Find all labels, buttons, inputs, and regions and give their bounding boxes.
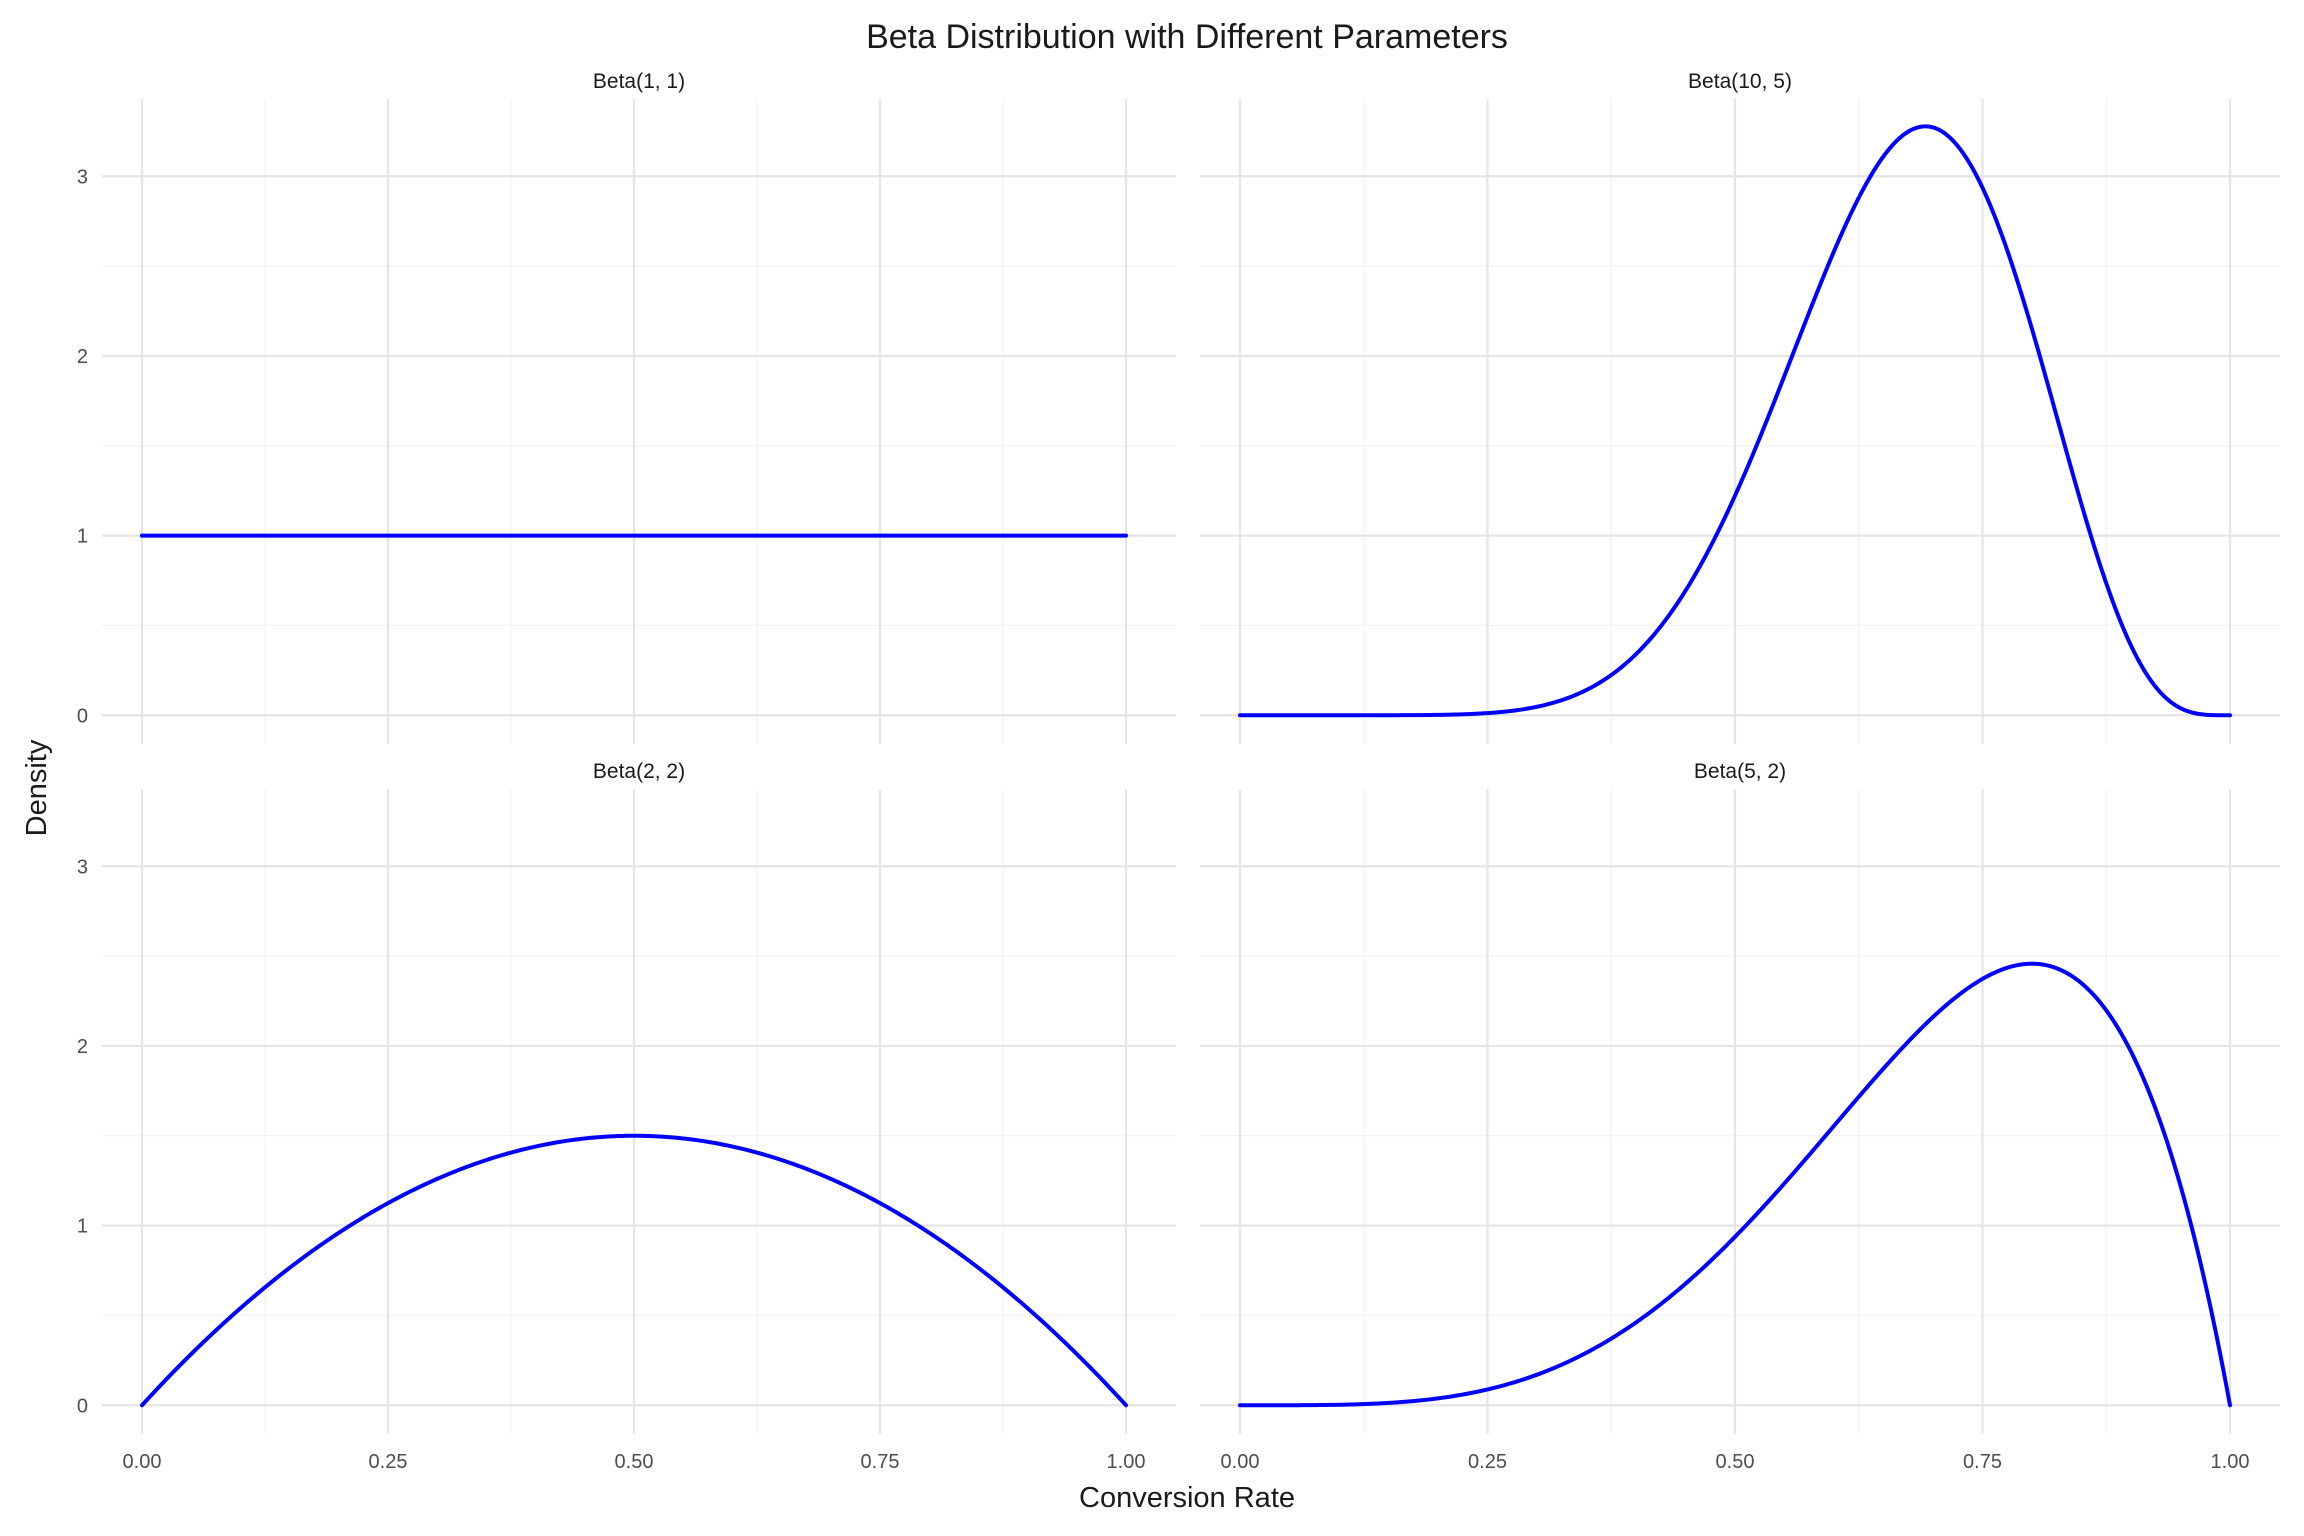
x-tick-label: 0.75 [861,1451,900,1473]
facet-panel: Beta(10, 5) [1200,70,2280,744]
y-tick-label: 2 [77,346,88,368]
facet-panels: Beta(1, 1) 0 1 2 3 Beta(10, 5) Beta(2, 2) 0 1 2 3 0… [77,70,2280,1473]
facet-label: Beta(10, 5) [1688,70,1792,93]
density-curve [1238,961,2232,1408]
x-tick-label: 0.00 [123,1451,162,1473]
facet-label: Beta(1, 1) [593,70,685,93]
y-tick-label: 1 [77,526,88,548]
x-tick-label: 0.25 [369,1451,408,1473]
x-tick-label: 0.50 [615,1451,654,1473]
facet-panel: Beta(5, 2) 0.00 0.25 0.50 0.75 1.00 [1200,760,2280,1473]
facet-label: Beta(5, 2) [1694,760,1786,783]
facet-label: Beta(2, 2) [593,760,685,783]
density-curve [140,1133,1128,1408]
y-tick-label: 1 [77,1216,88,1238]
y-axis-title: Density [21,739,53,836]
y-tick-label: 3 [77,166,88,188]
facet-panel: Beta(1, 1) 0 1 2 3 [77,70,1176,744]
x-tick-label: 0.50 [1716,1451,1755,1473]
x-tick-label: 0.75 [1963,1451,2002,1473]
x-tick-label: 1.00 [2211,1451,2250,1473]
x-tick-label: 0.25 [1468,1451,1507,1473]
y-tick-label: 0 [77,1395,88,1417]
facet-panel: Beta(2, 2) 0 1 2 3 0.00 0.25 0.50 0.75 1.00 [77,760,1176,1473]
y-tick-label: 3 [77,856,88,878]
x-axis-title: Conversion Rate [1079,1482,1295,1514]
x-tick-label: 0.00 [1221,1451,1260,1473]
chart-title: Beta Distribution with Different Paramet… [866,18,1508,56]
y-tick-label: 0 [77,705,88,727]
x-tick-label: 1.00 [1107,1451,1146,1473]
y-tick-label: 2 [77,1036,88,1058]
density-curve [1238,124,2232,718]
